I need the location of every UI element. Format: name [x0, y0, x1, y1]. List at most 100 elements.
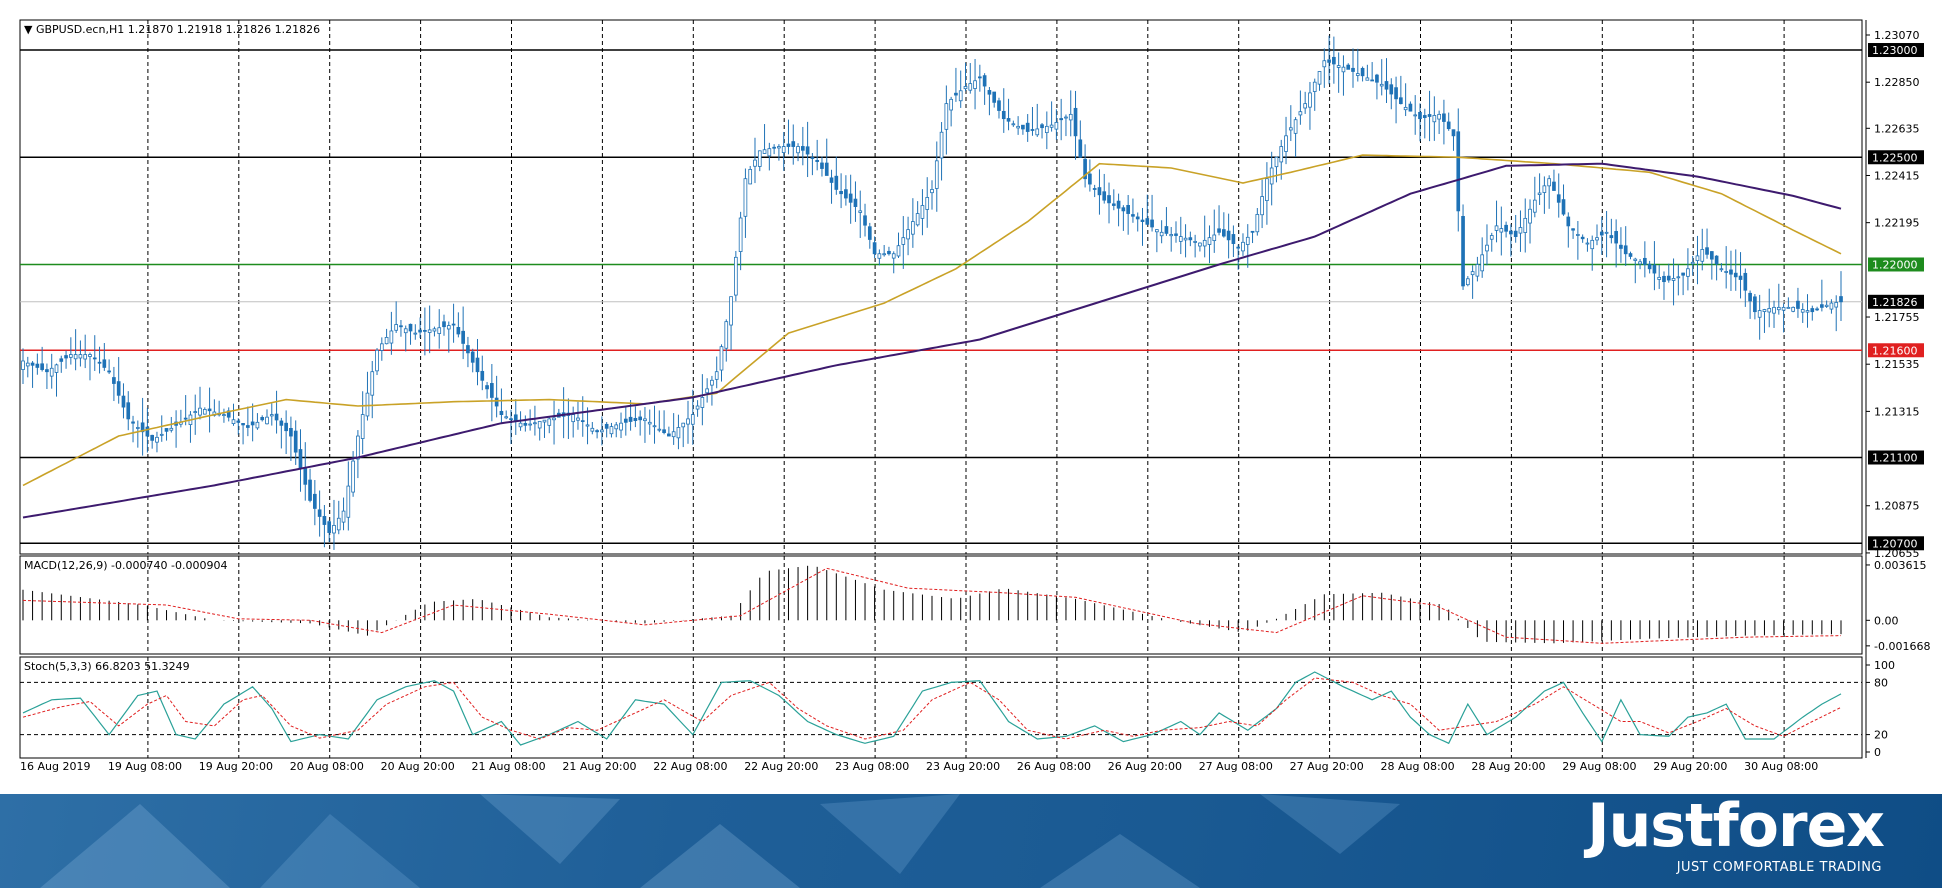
- candle-body: [1475, 264, 1480, 277]
- candle-body: [1604, 231, 1609, 234]
- candle-body: [619, 422, 623, 431]
- candle-body: [1638, 261, 1642, 265]
- candle-body: [925, 197, 930, 210]
- candle-body: [1178, 236, 1183, 242]
- candle-body: [485, 385, 489, 390]
- candle-body: [322, 516, 327, 525]
- candle-body: [1370, 79, 1374, 82]
- candle-body: [1303, 103, 1308, 109]
- candle-body: [54, 364, 59, 373]
- candle-body: [1236, 246, 1241, 249]
- x-tick-label: 20 Aug 08:00: [290, 760, 364, 773]
- candle-body: [695, 405, 700, 410]
- candle-body: [1016, 125, 1020, 129]
- candle-body: [714, 371, 719, 380]
- candle-body: [1068, 113, 1073, 121]
- candle-body: [112, 377, 116, 384]
- candle-body: [949, 98, 953, 111]
- candle-body: [1284, 135, 1288, 152]
- y-tick-label: 1.22415: [1874, 169, 1920, 182]
- candle-body: [623, 418, 628, 423]
- candle-body: [451, 323, 456, 326]
- candle-body: [1145, 218, 1150, 225]
- candle-body: [1690, 261, 1695, 265]
- candle-body: [92, 357, 97, 360]
- candle-body: [705, 388, 709, 394]
- candle-body: [394, 324, 399, 331]
- candle-body: [289, 427, 293, 437]
- candle-body: [1198, 242, 1202, 247]
- candle-body: [1599, 231, 1604, 236]
- candle-body: [762, 149, 767, 154]
- candle-body: [121, 395, 126, 408]
- candle-body: [222, 414, 226, 417]
- level-tag-label: 1.21100: [1872, 451, 1918, 464]
- candle-body: [1580, 236, 1585, 240]
- candle-body: [83, 354, 88, 360]
- candle-body: [1011, 123, 1016, 126]
- candle-body: [1116, 200, 1121, 209]
- candle-body: [595, 430, 599, 433]
- candle-body: [1465, 278, 1470, 286]
- candle-body: [332, 525, 336, 534]
- candle-body: [1494, 225, 1499, 231]
- level-tag-label: 1.23000: [1872, 44, 1918, 57]
- candle-body: [1212, 234, 1217, 241]
- candle-body: [934, 160, 939, 189]
- candle-body: [1001, 111, 1006, 120]
- candle-body: [863, 215, 867, 226]
- candle-body: [494, 397, 499, 407]
- candle-body: [1298, 111, 1303, 116]
- candle-body: [1772, 306, 1776, 314]
- candle-body: [1614, 231, 1618, 244]
- candle-body: [499, 410, 504, 416]
- candle-body: [1834, 302, 1839, 308]
- price-chart[interactable]: 16 Aug 2019 19 Aug 08:00 19 Aug 20:00 20 Au…: [0, 0, 1942, 794]
- candle-body: [834, 175, 839, 190]
- level-tag: [1868, 450, 1924, 465]
- candle-body: [1647, 263, 1652, 270]
- candle-body: [992, 91, 997, 103]
- stoch-y-tick-label: 0: [1874, 746, 1881, 759]
- candle-body: [772, 146, 776, 149]
- candle-body: [1753, 296, 1757, 313]
- candle-body: [437, 327, 442, 334]
- candle-body: [1456, 131, 1461, 212]
- stoch-y-tick-label: 20: [1874, 729, 1888, 742]
- candle-body: [475, 357, 480, 373]
- candle-body: [662, 429, 666, 434]
- candle-body: [1327, 59, 1331, 63]
- stoch-main-line: [22, 671, 1842, 746]
- candle-body: [963, 86, 968, 90]
- candle-body: [1322, 60, 1327, 68]
- candle-body: [1571, 228, 1575, 231]
- x-tick-label: 29 Aug 20:00: [1653, 760, 1727, 773]
- candle-body: [403, 328, 408, 334]
- candle-body: [284, 422, 288, 432]
- candle-body: [743, 178, 748, 217]
- candle-body: [1111, 203, 1116, 206]
- candle-body: [1585, 242, 1590, 245]
- candle-body: [1767, 308, 1772, 313]
- level-tag-label: 1.21600: [1872, 344, 1918, 357]
- candle-body: [1437, 113, 1441, 120]
- candle-body: [1566, 216, 1571, 227]
- candle-body: [1556, 194, 1561, 203]
- candle-body: [877, 253, 882, 259]
- candle-body: [40, 363, 44, 370]
- candle-body: [1686, 268, 1690, 277]
- candle-body: [303, 467, 308, 485]
- candle-body: [1351, 67, 1355, 72]
- candle-body: [1666, 275, 1671, 281]
- candle-body: [901, 237, 906, 245]
- level-tag-label: 1.22000: [1872, 258, 1918, 271]
- candle-body: [1255, 214, 1260, 233]
- candle-body: [1422, 115, 1427, 118]
- candle-body: [1800, 309, 1805, 313]
- justforex-logo[interactable]: Justforex: [1587, 794, 1885, 861]
- stoch-panel-frame: [19, 656, 1863, 759]
- candle-body: [159, 433, 164, 436]
- candle-body: [1633, 258, 1638, 261]
- candle-body: [1451, 129, 1456, 137]
- stoch-title: Stoch(5,3,3) 66.8203 51.3249: [24, 660, 190, 673]
